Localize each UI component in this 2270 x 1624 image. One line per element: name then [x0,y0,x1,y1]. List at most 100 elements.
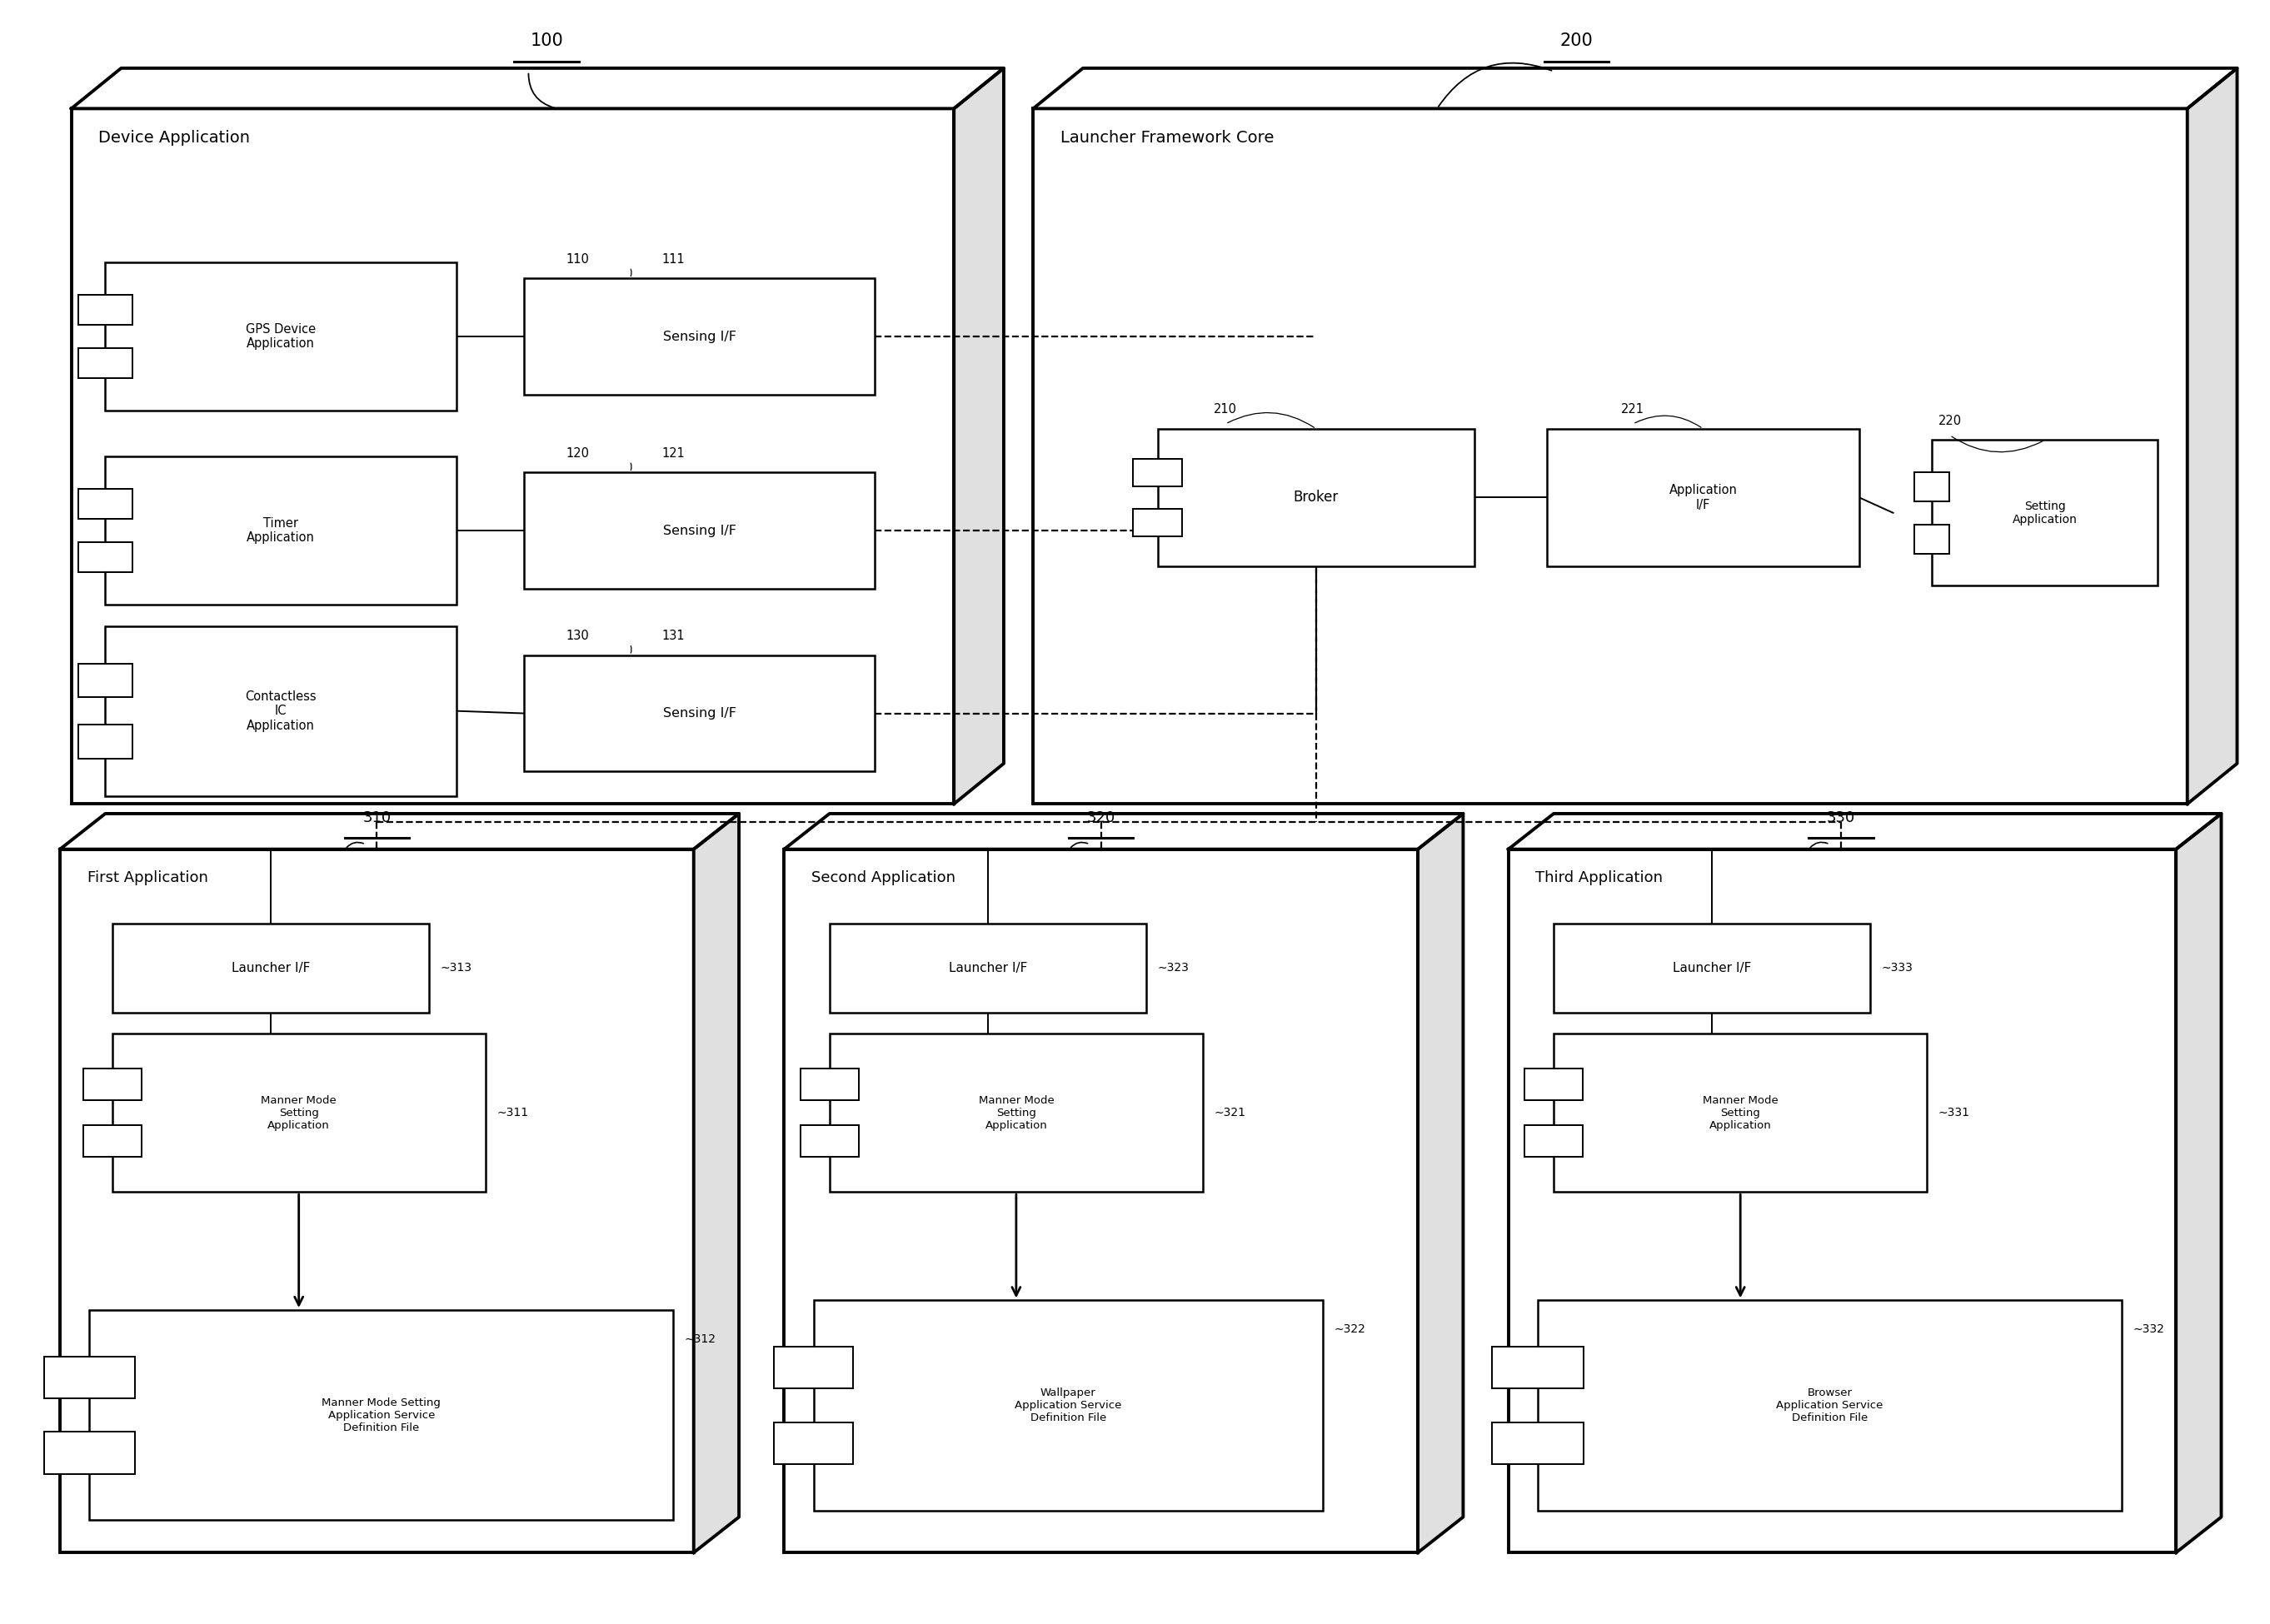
Text: 320: 320 [1087,810,1115,825]
FancyBboxPatch shape [524,278,874,395]
Text: ∼331: ∼331 [1939,1108,1970,1119]
Text: 120: 120 [565,447,588,460]
Text: Manner Mode
Setting
Application: Manner Mode Setting Application [1702,1095,1777,1130]
Text: ∼333: ∼333 [1882,961,1914,974]
FancyBboxPatch shape [89,1311,674,1520]
Text: Manner Mode Setting
Application Service
Definition File: Manner Mode Setting Application Service … [322,1397,440,1432]
Text: 111: 111 [661,253,686,265]
Text: GPS Device
Application: GPS Device Application [245,323,316,351]
FancyBboxPatch shape [104,625,456,796]
FancyBboxPatch shape [1507,849,2177,1553]
FancyBboxPatch shape [43,1356,134,1398]
Text: Launcher I/F: Launcher I/F [232,961,309,974]
Text: Application
I/F: Application I/F [1668,484,1737,512]
FancyBboxPatch shape [1932,440,2159,586]
FancyBboxPatch shape [111,1033,486,1192]
FancyBboxPatch shape [813,1301,1323,1510]
Polygon shape [1033,68,2238,109]
Text: Sensing I/F: Sensing I/F [663,525,735,538]
Text: 110: 110 [565,253,588,265]
FancyBboxPatch shape [77,349,132,378]
FancyBboxPatch shape [77,724,132,758]
Text: Wallpaper
Application Service
Definition File: Wallpaper Application Service Definition… [1015,1387,1121,1423]
Text: First Application: First Application [86,870,209,885]
Text: Broker: Broker [1294,490,1339,505]
Text: 131: 131 [661,630,686,641]
FancyBboxPatch shape [774,1346,854,1389]
Text: Launcher I/F: Launcher I/F [1673,961,1752,974]
Polygon shape [2188,68,2238,804]
Text: Manner Mode
Setting
Application: Manner Mode Setting Application [978,1095,1053,1130]
FancyBboxPatch shape [829,1033,1203,1192]
Text: 210: 210 [1214,403,1237,416]
FancyBboxPatch shape [1133,460,1183,487]
FancyBboxPatch shape [783,849,1419,1553]
FancyBboxPatch shape [1133,508,1183,536]
Text: Setting
Application: Setting Application [2011,500,2077,526]
Text: Second Application: Second Application [810,870,956,885]
FancyBboxPatch shape [59,849,695,1553]
Text: ∼332: ∼332 [2134,1324,2166,1335]
FancyBboxPatch shape [801,1069,858,1099]
FancyBboxPatch shape [77,489,132,518]
FancyBboxPatch shape [801,1125,858,1158]
FancyBboxPatch shape [84,1125,141,1158]
FancyBboxPatch shape [1914,525,1950,554]
Text: 121: 121 [661,447,686,460]
FancyBboxPatch shape [524,654,874,771]
FancyBboxPatch shape [1525,1069,1582,1099]
Text: Launcher I/F: Launcher I/F [949,961,1028,974]
FancyBboxPatch shape [70,109,953,804]
Polygon shape [953,68,1003,804]
Text: ∼322: ∼322 [1335,1324,1367,1335]
FancyBboxPatch shape [1546,429,1859,567]
FancyBboxPatch shape [1553,1033,1927,1192]
FancyBboxPatch shape [111,924,429,1012]
Text: Contactless
IC
Application: Contactless IC Application [245,690,316,732]
Text: Timer
Application: Timer Application [247,516,316,544]
FancyBboxPatch shape [1914,473,1950,502]
FancyBboxPatch shape [77,663,132,697]
Polygon shape [1419,814,1464,1553]
FancyBboxPatch shape [104,456,456,606]
Text: ∼312: ∼312 [686,1333,717,1345]
FancyBboxPatch shape [1537,1301,2122,1510]
FancyBboxPatch shape [77,542,132,572]
Polygon shape [783,814,1464,849]
FancyBboxPatch shape [104,261,456,411]
Text: 130: 130 [565,630,588,641]
FancyBboxPatch shape [1553,924,1870,1012]
FancyBboxPatch shape [1158,429,1476,567]
Text: Sensing I/F: Sensing I/F [663,330,735,343]
FancyBboxPatch shape [1491,1346,1584,1389]
Text: ∼323: ∼323 [1158,961,1189,974]
FancyBboxPatch shape [829,924,1146,1012]
Text: ∼311: ∼311 [497,1108,529,1119]
Text: Device Application: Device Application [98,130,250,146]
Polygon shape [70,68,1003,109]
FancyBboxPatch shape [77,296,132,325]
Polygon shape [59,814,740,849]
Text: Sensing I/F: Sensing I/F [663,706,735,719]
Polygon shape [695,814,740,1553]
Text: 310: 310 [363,810,390,825]
Text: 330: 330 [1827,810,1855,825]
Polygon shape [1507,814,2222,849]
Text: Manner Mode
Setting
Application: Manner Mode Setting Application [261,1095,336,1130]
Text: Browser
Application Service
Definition File: Browser Application Service Definition F… [1777,1387,1884,1423]
Text: 100: 100 [531,32,563,49]
FancyBboxPatch shape [43,1432,134,1475]
FancyBboxPatch shape [1033,109,2188,804]
FancyBboxPatch shape [524,473,874,590]
Text: 221: 221 [1621,403,1643,416]
Text: 200: 200 [1559,32,1594,49]
Text: Third Application: Third Application [1535,870,1664,885]
FancyBboxPatch shape [1525,1125,1582,1158]
Text: ∼313: ∼313 [440,961,472,974]
Polygon shape [2177,814,2222,1553]
FancyBboxPatch shape [1491,1423,1584,1465]
FancyBboxPatch shape [774,1423,854,1465]
Text: Launcher Framework Core: Launcher Framework Core [1060,130,1273,146]
FancyBboxPatch shape [84,1069,141,1099]
Text: 220: 220 [1939,414,1961,427]
